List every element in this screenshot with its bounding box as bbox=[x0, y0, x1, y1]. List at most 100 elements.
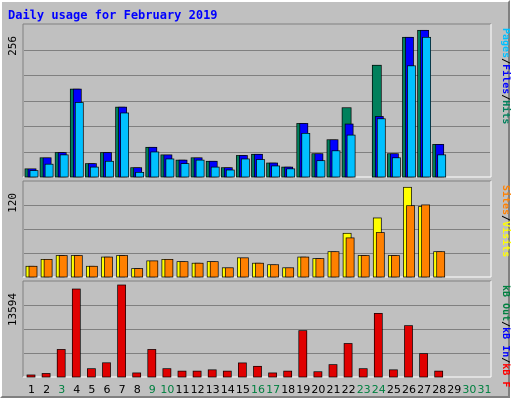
pages-bar bbox=[195, 159, 205, 178]
pages-bar bbox=[407, 65, 416, 178]
kbf-bar bbox=[313, 371, 323, 378]
x-tick-label: 6 bbox=[104, 383, 111, 396]
kbf-bar bbox=[358, 368, 368, 378]
x-tick-label: 25 bbox=[387, 383, 401, 396]
legend-item: Files bbox=[500, 64, 512, 94]
sites-bar bbox=[224, 267, 234, 278]
pages-bar bbox=[241, 158, 250, 178]
sites-bar bbox=[330, 251, 340, 278]
kbf-bar bbox=[404, 325, 413, 378]
x-tick-label: 10 bbox=[160, 383, 174, 396]
sites-bar bbox=[421, 204, 430, 278]
pages-bar bbox=[29, 170, 39, 178]
sites-bar bbox=[119, 255, 128, 278]
sites-bar bbox=[209, 261, 219, 278]
x-tick-label: 30 bbox=[462, 383, 476, 396]
legend-separator: / bbox=[500, 357, 511, 363]
pages-bar bbox=[180, 163, 190, 178]
kbf-bar bbox=[87, 368, 96, 378]
x-tick-label: 31 bbox=[478, 383, 492, 396]
pages-bar bbox=[225, 169, 235, 178]
kbf-bar bbox=[222, 370, 232, 378]
kbf-bar bbox=[71, 288, 81, 378]
x-axis-labels: 1 2 3 4 5 6 7 8 9 10 11 12 13 14 15 16 17 18 19 20 21 22 23 24 2… bbox=[28, 383, 492, 396]
panel-kbytes bbox=[22, 280, 492, 378]
pages-bar bbox=[271, 165, 280, 178]
sites-bar bbox=[345, 237, 355, 278]
x-tick-label: 13 bbox=[206, 383, 220, 396]
x-tick-label: 2 bbox=[43, 383, 50, 396]
sites-bar bbox=[43, 259, 53, 278]
legend-item: Hits bbox=[500, 100, 512, 124]
sites-bar bbox=[315, 258, 325, 278]
y-max-label-hits: 256 bbox=[6, 36, 19, 56]
x-tick-label: 16 bbox=[251, 383, 265, 396]
kbf-bar bbox=[117, 284, 126, 378]
pages-bar bbox=[210, 166, 220, 178]
legend-kbytes: kB Out/kB In/kB F bbox=[500, 285, 511, 387]
sites-bar bbox=[179, 261, 189, 278]
panels-layer bbox=[22, 23, 492, 378]
x-tick-label: 4 bbox=[73, 383, 80, 396]
pages-bar bbox=[376, 118, 386, 178]
legend-item: kB In bbox=[500, 327, 511, 357]
kbf-bar bbox=[268, 372, 277, 378]
x-tick-label: 14 bbox=[221, 383, 235, 396]
kbf-bar bbox=[419, 353, 428, 378]
x-tick-label: 29 bbox=[447, 383, 461, 396]
sites-bar bbox=[89, 265, 98, 278]
kbf-bar bbox=[162, 368, 172, 378]
x-tick-label: 1 bbox=[28, 383, 35, 396]
kbf-bar bbox=[41, 373, 51, 378]
pages-bar bbox=[286, 168, 296, 178]
panel-visits bbox=[22, 180, 492, 278]
legend-item: Visits bbox=[500, 221, 512, 257]
kbf-bar bbox=[132, 372, 142, 378]
sites-bar bbox=[104, 256, 113, 278]
pages-bar bbox=[59, 154, 69, 178]
kbf-bar bbox=[238, 362, 247, 378]
kbf-bar bbox=[192, 370, 202, 378]
pages-bar bbox=[105, 160, 114, 178]
kbf-bar bbox=[102, 362, 111, 378]
sites-bar bbox=[58, 255, 68, 278]
chart-title: Daily usage for February 2019 bbox=[8, 8, 218, 22]
legend-item: kB Out bbox=[500, 285, 511, 321]
x-tick-label: 26 bbox=[402, 383, 416, 396]
x-tick-label: 28 bbox=[432, 383, 446, 396]
sites-bar bbox=[149, 260, 159, 278]
x-tick-label: 21 bbox=[327, 383, 341, 396]
x-tick-label: 9 bbox=[149, 383, 156, 396]
sites-bar bbox=[28, 265, 38, 278]
x-tick-label: 27 bbox=[417, 383, 431, 396]
kbf-bar bbox=[283, 370, 293, 378]
kbf-bar bbox=[434, 370, 444, 378]
pages-bar bbox=[44, 163, 54, 178]
sites-bar bbox=[270, 264, 279, 278]
sites-bar bbox=[164, 259, 174, 278]
x-tick-label: 11 bbox=[176, 383, 190, 396]
sites-bar bbox=[194, 262, 204, 278]
legend-visits-sites: Sites/Visits bbox=[500, 185, 512, 257]
pages-bar bbox=[90, 166, 99, 178]
kbf-bar bbox=[253, 365, 262, 378]
x-tick-label: 23 bbox=[357, 383, 371, 396]
kbf-bar bbox=[147, 349, 157, 378]
sites-bar bbox=[285, 267, 295, 278]
x-tick-label: 8 bbox=[134, 383, 141, 396]
x-tick-label: 7 bbox=[119, 383, 126, 396]
sites-bar bbox=[300, 256, 310, 278]
pages-bar bbox=[316, 160, 326, 178]
legend-separator: / bbox=[500, 58, 511, 64]
legend-item: kB F bbox=[500, 363, 511, 387]
sites-bar bbox=[134, 268, 144, 278]
legend-separator: / bbox=[500, 321, 511, 327]
kbf-bar bbox=[56, 349, 66, 378]
pages-bar bbox=[301, 132, 311, 178]
sites-bar bbox=[406, 205, 415, 278]
sites-bar bbox=[436, 251, 446, 278]
legend-item: Sites bbox=[500, 185, 512, 215]
y-max-label-visits: 120 bbox=[6, 193, 19, 213]
sites-bar bbox=[240, 257, 249, 278]
